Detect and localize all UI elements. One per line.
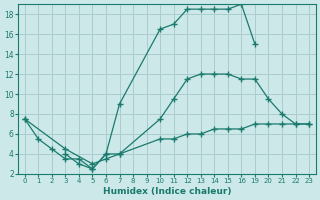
X-axis label: Humidex (Indice chaleur): Humidex (Indice chaleur) <box>103 187 231 196</box>
